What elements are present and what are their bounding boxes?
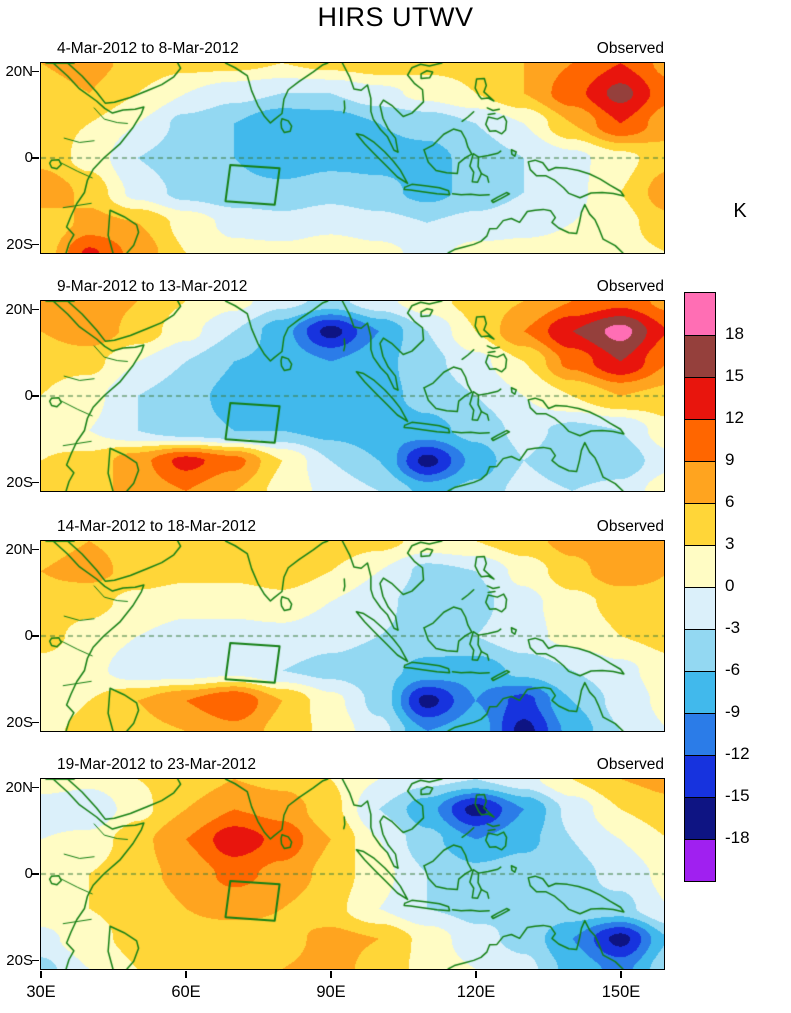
map-panel-1: 4-Mar-2012 to 8-Mar-2012 Observed 20N 0 …: [5, 40, 665, 254]
y-axis-label-20n: 20N: [5, 541, 33, 558]
panel-3-date-range: 14-Mar-2012 to 18-Mar-2012: [57, 518, 257, 535]
x-axis-tick: [185, 971, 187, 978]
colorbar-cell: [685, 545, 715, 587]
y-axis-tick: [32, 873, 39, 875]
map-panel-2: 9-Mar-2012 to 13-Mar-2012 Observed 20N 0…: [5, 278, 665, 492]
x-axis-label-60e: 60E: [171, 983, 201, 1001]
contour-map-canvas-1: [41, 63, 664, 253]
y-axis-label-0: 0: [24, 149, 33, 166]
y-axis-tick: [32, 786, 39, 789]
y-axis-tick: [32, 157, 39, 159]
colorbar-tick-label: -6: [725, 660, 741, 679]
colorbar-tick-label: -15: [725, 786, 750, 805]
colorbar-tick-label: 0: [725, 576, 735, 595]
panel-1-source-label: Observed: [596, 40, 664, 57]
y-axis-label-20s: 20S: [6, 714, 33, 731]
y-axis-label-0: 0: [24, 387, 33, 404]
x-axis-tick: [330, 971, 332, 978]
y-axis-tick: [32, 395, 39, 397]
colorbar-tick-label: 3: [725, 534, 735, 553]
colorbar-tick-label: -3: [725, 618, 741, 637]
figure-title: HIRS UTWV: [317, 2, 474, 32]
map-panel-3: 14-Mar-2012 to 18-Mar-2012 Observed 20N …: [5, 518, 665, 732]
colorbar-cell: [685, 671, 715, 713]
map-panel-4: 19-Mar-2012 to 23-Mar-2012 Observed 20N …: [5, 756, 665, 1001]
y-axis-label-20n: 20N: [5, 779, 33, 796]
y-axis-tick: [32, 721, 39, 724]
y-axis-label-20n: 20N: [5, 63, 33, 80]
colorbar-cell: [685, 587, 715, 629]
y-axis-label-20s: 20S: [6, 952, 33, 969]
colorbar: 18 15 12 9 6 3 0 -3 -6 -9 -12 -15 -18: [684, 292, 750, 882]
panel-2-date-range: 9-Mar-2012 to 13-Mar-2012: [57, 278, 248, 295]
x-axis-label-90e: 90E: [316, 983, 346, 1001]
colorbar-cell: [685, 839, 715, 881]
colorbar-cell: [685, 755, 715, 797]
colorbar-cell: [685, 419, 715, 461]
panel-4-source-label: Observed: [596, 756, 664, 773]
colorbar-tick-label: 9: [725, 450, 735, 469]
colorbar-tick-label: 12: [725, 408, 744, 427]
colorbar-tick-label: 6: [725, 492, 735, 511]
colorbar-tick-label: 18: [725, 324, 744, 343]
colorbar-cells: [684, 292, 716, 882]
y-axis-tick: [32, 959, 39, 962]
colorbar-cell: [685, 713, 715, 755]
y-axis-tick: [32, 243, 39, 246]
x-axis-tick: [40, 971, 42, 978]
panel-4-header: 19-Mar-2012 to 23-Mar-2012 Observed: [41, 755, 664, 775]
x-axis-label-30e: 30E: [26, 983, 56, 1001]
panel-2-header: 9-Mar-2012 to 13-Mar-2012 Observed: [41, 277, 664, 297]
colorbar-cell: [685, 461, 715, 503]
y-axis-tick: [32, 481, 39, 484]
y-axis-label-20s: 20S: [6, 474, 33, 491]
contour-map-canvas-2: [41, 301, 664, 491]
colorbar-cell: [685, 503, 715, 545]
x-axis-tick: [475, 971, 477, 978]
y-axis-label-20s: 20S: [6, 236, 33, 253]
y-axis-label-0: 0: [24, 865, 33, 882]
contour-map-canvas-3: [41, 541, 664, 731]
y-axis-tick: [32, 308, 39, 311]
colorbar-tick-label: -18: [725, 828, 750, 847]
colorbar-unit-label: K: [733, 200, 747, 222]
panel-4-date-range: 19-Mar-2012 to 23-Mar-2012: [57, 756, 257, 773]
x-axis-label-120e: 120E: [456, 983, 496, 1001]
colorbar-cell: [685, 335, 715, 377]
colorbar-tick-label: -12: [725, 744, 750, 763]
panel-3-source-label: Observed: [596, 518, 664, 535]
panel-1-header: 4-Mar-2012 to 8-Mar-2012 Observed: [41, 39, 664, 59]
colorbar-tick-label: -9: [725, 702, 741, 721]
panel-2-source-label: Observed: [596, 278, 664, 295]
y-axis-tick: [32, 548, 39, 551]
y-axis-label-20n: 20N: [5, 301, 33, 318]
colorbar-cell: [685, 629, 715, 671]
x-axis-label-150e: 150E: [601, 983, 641, 1001]
contour-map-canvas-4: [41, 779, 664, 969]
colorbar-cell: [685, 797, 715, 839]
panel-3-header: 14-Mar-2012 to 18-Mar-2012 Observed: [41, 517, 664, 537]
colorbar-cell: [685, 377, 715, 419]
y-axis-label-0: 0: [24, 627, 33, 644]
y-axis-tick: [32, 70, 39, 73]
y-axis-tick: [32, 635, 39, 637]
panel-1-date-range: 4-Mar-2012 to 8-Mar-2012: [57, 40, 239, 57]
x-axis-tick: [620, 971, 622, 978]
colorbar-cell: [685, 293, 715, 335]
colorbar-tick-label: 15: [725, 366, 744, 385]
